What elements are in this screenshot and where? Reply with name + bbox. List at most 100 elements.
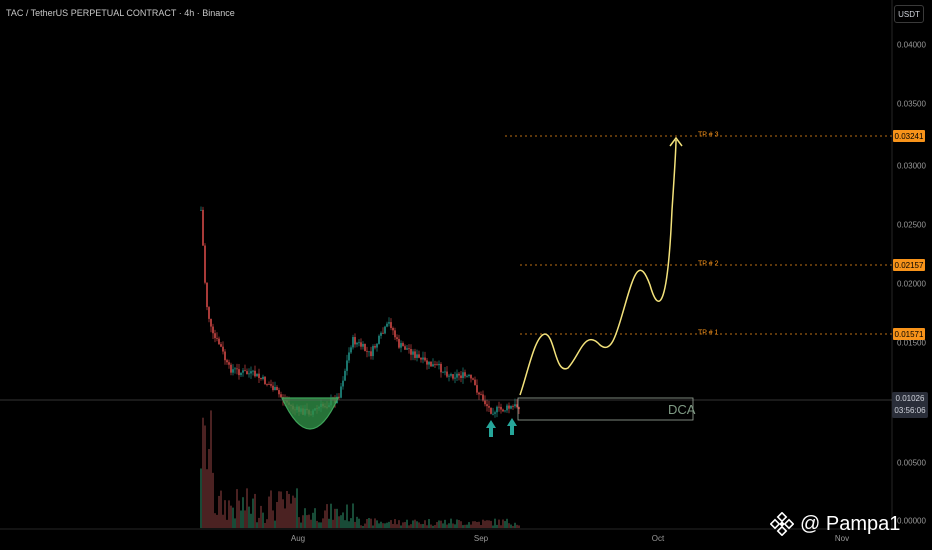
volume-bar <box>412 520 414 528</box>
candle <box>348 352 350 361</box>
candle <box>484 400 486 405</box>
volume-bar <box>254 493 256 528</box>
volume-bar <box>410 524 412 528</box>
candle <box>214 333 216 339</box>
candle <box>260 377 262 379</box>
current-price-tag: 0.01026 03:56:06 <box>892 392 928 418</box>
candle <box>366 350 368 352</box>
candle <box>402 343 404 347</box>
candle <box>244 370 246 372</box>
candle <box>388 322 390 324</box>
candle <box>414 351 416 358</box>
volume-bar <box>340 515 342 528</box>
volume-bar <box>434 525 436 528</box>
volume-bar <box>426 525 428 528</box>
candle <box>418 354 420 358</box>
volume-bar <box>490 520 492 528</box>
candle <box>250 371 252 374</box>
volume-bar <box>494 518 496 528</box>
volume-bar <box>312 512 314 528</box>
candle <box>352 337 354 348</box>
candle <box>370 351 372 357</box>
y-tick: 0.02500 <box>897 220 926 230</box>
tp1-label: TP # 1 <box>698 329 719 337</box>
candle <box>380 332 382 336</box>
candle <box>254 370 256 377</box>
volume-bar <box>456 519 458 528</box>
volume-bar <box>368 518 370 528</box>
volume-bar <box>424 520 426 528</box>
candle <box>470 374 472 379</box>
binance-logo-icon <box>770 512 794 536</box>
volume-bar <box>384 523 386 528</box>
candle <box>202 209 204 246</box>
volume-bar <box>394 519 396 528</box>
volume-bar <box>234 518 236 528</box>
volume-bar <box>200 468 202 528</box>
candle <box>506 405 508 411</box>
candle <box>448 375 450 377</box>
candle <box>488 406 490 408</box>
candle <box>446 371 448 377</box>
volume-bar <box>288 493 290 528</box>
currency-selector[interactable]: USDT <box>894 5 924 23</box>
candle <box>378 335 380 344</box>
candle <box>392 328 394 331</box>
candle <box>514 404 516 407</box>
candle <box>204 245 206 283</box>
volume-bar <box>292 495 294 528</box>
candle <box>494 412 496 414</box>
candle <box>410 349 412 355</box>
volume-bar <box>366 519 368 528</box>
volume-bar <box>344 520 346 528</box>
candle <box>248 373 250 375</box>
volume-bar <box>476 521 478 528</box>
candle <box>276 387 278 391</box>
volume-bar <box>358 518 360 528</box>
candle <box>416 354 418 358</box>
volume-bar <box>306 515 308 528</box>
candle <box>438 363 440 366</box>
volume-bar <box>266 519 268 528</box>
volume-bar <box>342 512 344 528</box>
volume-bar <box>316 520 318 528</box>
candle <box>364 344 366 351</box>
volume-bar <box>302 515 304 528</box>
volume-bar <box>320 522 322 528</box>
volume-bar <box>274 520 276 528</box>
candle <box>508 405 510 409</box>
volume-bar <box>414 519 416 528</box>
candle <box>450 374 452 376</box>
volume-bar <box>250 513 252 528</box>
volume-bar <box>364 523 366 528</box>
candle <box>222 346 224 352</box>
volume-bar <box>290 503 292 528</box>
candle <box>346 360 348 371</box>
candle <box>252 370 254 372</box>
candle <box>232 369 234 373</box>
volume-bar <box>446 524 448 528</box>
current-price: 0.01026 <box>895 394 925 403</box>
candle <box>264 376 266 384</box>
volume-bar <box>506 518 508 528</box>
candle <box>220 344 222 347</box>
candle <box>226 360 228 363</box>
volume-bar <box>224 500 226 528</box>
candle <box>228 362 230 365</box>
volume-bar <box>280 491 282 528</box>
candle <box>468 374 470 376</box>
volume-bar <box>286 490 288 528</box>
volume-bar <box>276 501 278 528</box>
candle <box>274 387 276 390</box>
candle <box>230 364 232 373</box>
volume-bar <box>244 510 246 528</box>
candle <box>386 323 388 327</box>
candle <box>356 342 358 345</box>
volume-bar <box>272 510 274 528</box>
volume-bar <box>460 521 462 528</box>
volume-bar <box>370 518 372 528</box>
candle <box>404 346 406 350</box>
candle <box>266 383 268 385</box>
volume-bar <box>356 516 358 528</box>
